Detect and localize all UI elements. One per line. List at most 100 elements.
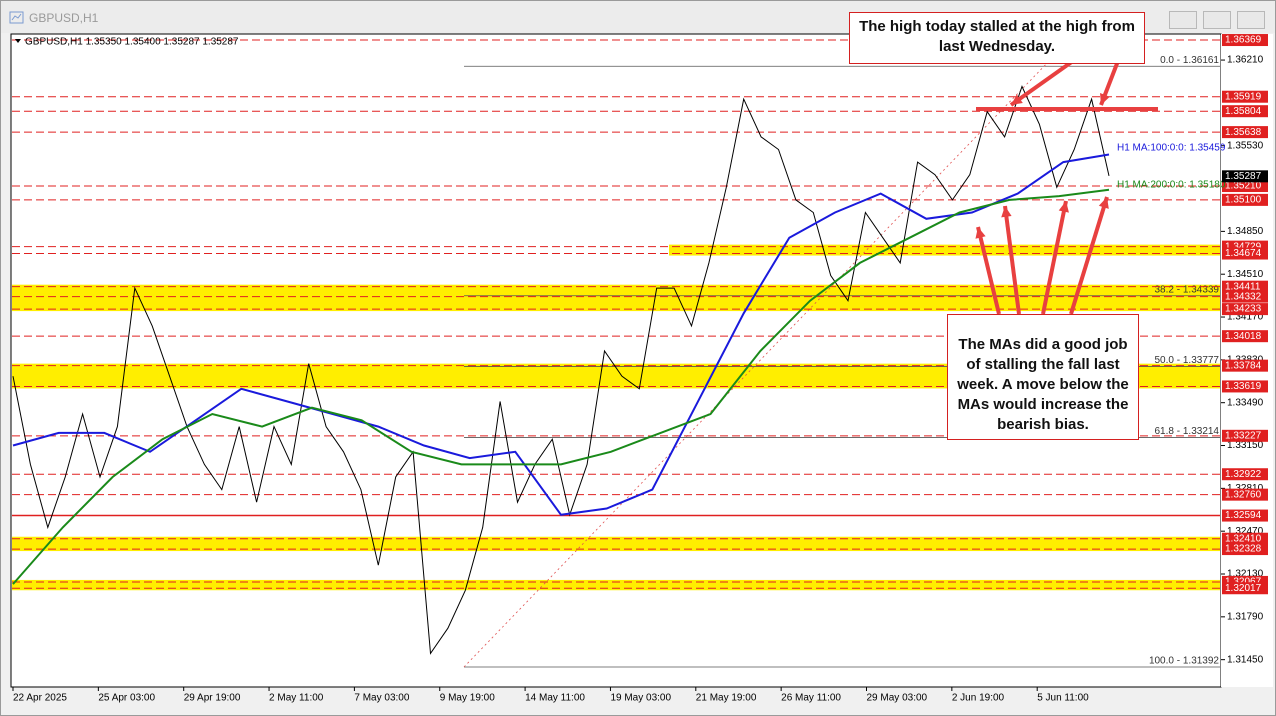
level-label: 1.35210	[1225, 181, 1262, 192]
ma200-line	[12, 188, 1110, 585]
y-tick-label: 1.34170	[1227, 312, 1264, 323]
ma-label: H1 MA:100:0:0: 1.35459	[1117, 143, 1226, 154]
annotation: The high today stalled at the high from …	[849, 12, 1145, 64]
level-tag	[1222, 532, 1268, 545]
level-label: 1.34332	[1225, 291, 1262, 302]
fib-label: 61.8 - 1.33214	[1155, 426, 1220, 437]
level-tag	[1222, 330, 1268, 343]
x-tick-label: 22 Apr 2025	[13, 693, 67, 704]
arrow-head	[1058, 201, 1069, 213]
zone	[12, 579, 1220, 591]
level-label: 1.32067	[1225, 577, 1262, 588]
x-tick-label: 26 May 11:00	[781, 693, 841, 704]
x-tick-label: 25 Apr 03:00	[98, 693, 155, 704]
level-label: 1.32328	[1225, 544, 1262, 555]
level-tag	[1222, 509, 1268, 522]
level-label: 1.33784	[1225, 360, 1262, 371]
minimize-button[interactable]	[1169, 11, 1197, 29]
level-label: 1.34233	[1225, 304, 1262, 315]
level-label: 1.32017	[1225, 583, 1262, 594]
zone	[669, 244, 1220, 256]
window-title: GBPUSD,H1	[29, 11, 99, 25]
y-tick-label: 1.34850	[1227, 226, 1264, 237]
zone	[12, 536, 1220, 552]
arrow	[1009, 59, 1075, 107]
level-label: 1.35804	[1225, 106, 1262, 117]
x-tick-label: 19 May 03:00	[610, 693, 671, 704]
level-label: 1.34018	[1225, 331, 1262, 342]
level-tag	[1222, 280, 1268, 293]
current-price-label: 1.35287	[1225, 171, 1262, 182]
zone	[12, 284, 1220, 312]
level-label: 1.32594	[1225, 510, 1262, 521]
level-label: 1.35919	[1225, 91, 1262, 102]
arrow	[976, 226, 1001, 315]
level-label: 1.34674	[1225, 248, 1262, 259]
level-tag	[1222, 380, 1268, 393]
x-tick-label: 2 Jun 19:00	[952, 693, 1005, 704]
arrow	[1003, 205, 1021, 315]
level-label: 1.32760	[1225, 489, 1262, 500]
level-tag	[1222, 105, 1268, 118]
ma-label: H1 MA:200:0:0: 1.35180	[1117, 180, 1226, 191]
y-tick-label: 1.35530	[1227, 140, 1264, 151]
level-label: 1.32922	[1225, 469, 1262, 480]
level-label: 1.36369	[1225, 35, 1262, 46]
arrow-head	[1001, 206, 1012, 218]
y-tick-label: 1.34510	[1227, 269, 1264, 280]
level-tag	[1222, 429, 1268, 442]
level-label: 1.34411	[1225, 281, 1261, 292]
price-line	[12, 85, 1110, 655]
y-tick-label: 1.32470	[1227, 526, 1264, 537]
level-tag	[1222, 290, 1268, 303]
fib-label: 100.0 - 1.31392	[1149, 656, 1219, 667]
y-tick-label: 1.33490	[1227, 397, 1264, 408]
y-tick-label: 1.36210	[1227, 55, 1264, 66]
x-tick-label: 2 May 11:00	[269, 693, 324, 704]
annotation: The MAs did a good job of stalling the f…	[947, 314, 1139, 440]
level-label: 1.33619	[1225, 381, 1262, 392]
x-tick-label: 29 Apr 19:00	[184, 693, 241, 704]
level-tag	[1222, 34, 1268, 47]
level-tag	[1222, 488, 1268, 501]
level-tag	[1222, 359, 1268, 372]
x-tick-label: 29 May 03:00	[867, 693, 928, 704]
ma100-line	[12, 153, 1110, 516]
fib-label: 50.0 - 1.33777	[1155, 355, 1220, 366]
level-tag	[1222, 303, 1268, 316]
level-label: 1.35638	[1225, 127, 1262, 138]
arrow-head	[1011, 94, 1023, 105]
x-tick-label: 21 May 19:00	[696, 693, 757, 704]
level-tag	[1222, 543, 1268, 556]
level-tag	[1222, 180, 1268, 193]
level-tag	[1222, 90, 1268, 103]
header-arrow	[15, 39, 21, 43]
x-tick-label: 7 May 03:00	[354, 693, 409, 704]
chart-header: GBPUSD,H1 1.35350 1.35400 1.35287 1.3528…	[25, 37, 239, 48]
level-tag	[1222, 468, 1268, 481]
maximize-button[interactable]	[1203, 11, 1231, 29]
level-label: 1.33227	[1225, 430, 1262, 441]
arrow-head	[1100, 93, 1110, 105]
x-tick-label: 9 May 19:00	[440, 693, 495, 704]
level-label: 1.35100	[1225, 195, 1262, 206]
level-label: 1.34729	[1225, 241, 1262, 252]
level-tag	[1222, 247, 1268, 260]
current-price-tag	[1222, 170, 1268, 183]
icon	[9, 11, 24, 24]
arrow-head	[975, 227, 986, 239]
level-label: 1.32410	[1225, 533, 1262, 544]
x-tick-label: 14 May 11:00	[525, 693, 585, 704]
arrow-head	[1098, 197, 1109, 209]
y-tick-label: 1.31450	[1227, 654, 1264, 665]
level-tag	[1222, 582, 1268, 595]
fib-label: 0.0 - 1.36161	[1160, 55, 1219, 66]
level-tag	[1222, 193, 1268, 206]
x-tick-label: 5 Jun 11:00	[1037, 693, 1089, 704]
level-tag	[1222, 126, 1268, 139]
fib-label: 38.2 - 1.34339	[1155, 284, 1220, 295]
close-button[interactable]	[1237, 11, 1265, 29]
y-tick-label: 1.31790	[1227, 611, 1264, 622]
arrow	[1041, 200, 1068, 315]
